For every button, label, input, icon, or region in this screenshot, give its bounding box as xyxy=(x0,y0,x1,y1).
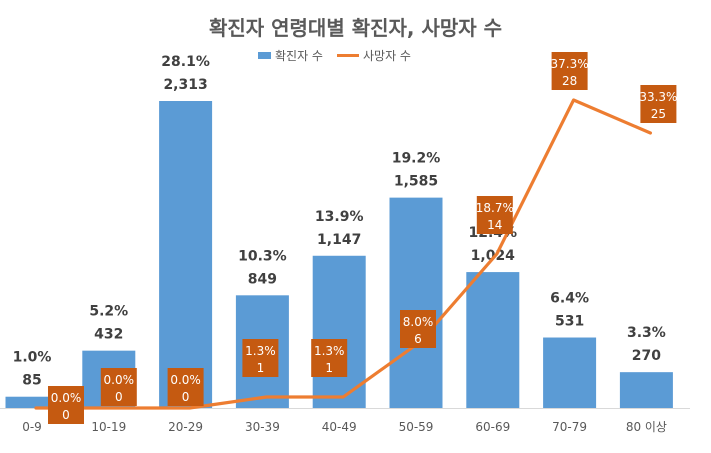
bar-percent-label: 6.4% xyxy=(550,291,589,307)
death-label-bg xyxy=(48,386,84,424)
bar-value-label: 432 xyxy=(94,327,123,343)
death-label-box: 8.0% 6 xyxy=(400,310,436,348)
chart-title: 확진자 연령대별 확진자, 사망자 수 xyxy=(208,16,503,40)
death-percent-label: 1.3% xyxy=(314,344,345,358)
legend: 확진자 수 사망자 수 xyxy=(258,47,411,64)
legend-item-confirmed: 확진자 수 xyxy=(258,47,323,64)
bar-confirmed-50-59 xyxy=(389,197,443,408)
death-value-label: 28 xyxy=(562,74,577,88)
bar-value-label: 1,147 xyxy=(317,232,361,248)
death-label-bg xyxy=(640,85,677,123)
death-label-box: 0.0% 0 xyxy=(167,368,204,406)
death-percent-label: 8.0% xyxy=(403,315,434,329)
death-label-box: 18.7% 14 xyxy=(476,196,514,234)
x-tick-label: 80 이상 xyxy=(626,420,667,434)
legend-label-deaths: 사망자 수 xyxy=(362,49,411,63)
death-value-label: 1 xyxy=(325,361,333,375)
death-value-label: 1 xyxy=(257,361,265,375)
death-value-label: 6 xyxy=(414,332,422,346)
death-label-box: 0.0% 0 xyxy=(48,386,84,424)
bar-percent-label: 19.2% xyxy=(392,151,441,167)
death-label-box: 0.0% 0 xyxy=(100,368,137,406)
death-percent-label: 18.7% xyxy=(476,201,514,215)
bar-percent-label: 13.9% xyxy=(315,209,364,225)
x-tick-label: 20-29 xyxy=(168,420,203,434)
death-percent-label: 1.3% xyxy=(245,344,276,358)
bar-value-label: 1,585 xyxy=(394,174,438,190)
x-tick-label: 60-69 xyxy=(475,420,510,434)
legend-label-confirmed: 확진자 수 xyxy=(275,49,323,63)
bar-confirmed-20-29 xyxy=(159,101,213,408)
bar-value-label: 270 xyxy=(632,348,661,364)
x-tick-label: 70-79 xyxy=(552,420,587,434)
death-value-label: 14 xyxy=(487,218,502,232)
death-percent-label: 0.0% xyxy=(51,391,82,405)
death-value-label: 25 xyxy=(651,107,666,121)
death-value-label: 0 xyxy=(182,390,190,404)
x-tick-label: 30-39 xyxy=(245,420,280,434)
bar-confirmed-40-49 xyxy=(312,255,366,408)
bar-confirmed-60-69 xyxy=(466,272,520,408)
death-percent-label: 33.3% xyxy=(639,90,677,104)
x-tick-label: 10-19 xyxy=(91,420,126,434)
legend-item-deaths: 사망자 수 xyxy=(336,47,411,64)
death-label-bg xyxy=(551,52,588,90)
death-label-box: 33.3% 25 xyxy=(639,85,677,123)
bar-value-label: 2,313 xyxy=(163,77,207,93)
bar-percent-label: 10.3% xyxy=(238,248,287,264)
legend-swatch-deaths xyxy=(336,54,359,57)
bar-percent-label: 3.3% xyxy=(627,325,666,341)
legend-swatch-confirmed xyxy=(258,52,271,59)
death-percent-label: 0.0% xyxy=(170,373,201,387)
death-value-label: 0 xyxy=(62,408,70,422)
death-label-bg xyxy=(167,368,204,406)
line-deaths xyxy=(34,98,652,410)
x-tick-label: 40-49 xyxy=(322,420,357,434)
bar-percent-label: 1.0% xyxy=(13,350,52,366)
death-label-bg xyxy=(400,310,436,348)
death-label-box: 1.3% 1 xyxy=(311,339,348,377)
bar-percent-label: 28.1% xyxy=(161,54,210,70)
death-label-bg xyxy=(311,339,348,377)
bar-confirmed-70-79 xyxy=(543,337,597,408)
bar-confirmed-0-9 xyxy=(5,396,59,408)
death-label-bg xyxy=(100,368,137,406)
bar-value-label: 531 xyxy=(555,314,584,330)
x-tick-label: 50-59 xyxy=(399,420,434,434)
bar-percent-label: 5.2% xyxy=(89,304,128,320)
bar-confirmed-80 이상 xyxy=(619,372,673,408)
bar-value-label: 849 xyxy=(248,271,277,287)
death-percent-label: 0.0% xyxy=(104,373,135,387)
death-label-bg xyxy=(476,196,513,234)
bar-value-label: 85 xyxy=(22,373,41,389)
death-percent-label: 37.3% xyxy=(551,57,589,71)
x-tick-label: 0-9 xyxy=(22,420,42,434)
death-value-label: 0 xyxy=(115,390,123,404)
death-label-box: 37.3% 28 xyxy=(551,52,589,90)
death-label-box: 1.3% 1 xyxy=(242,339,279,377)
death-label-bg xyxy=(242,339,279,377)
